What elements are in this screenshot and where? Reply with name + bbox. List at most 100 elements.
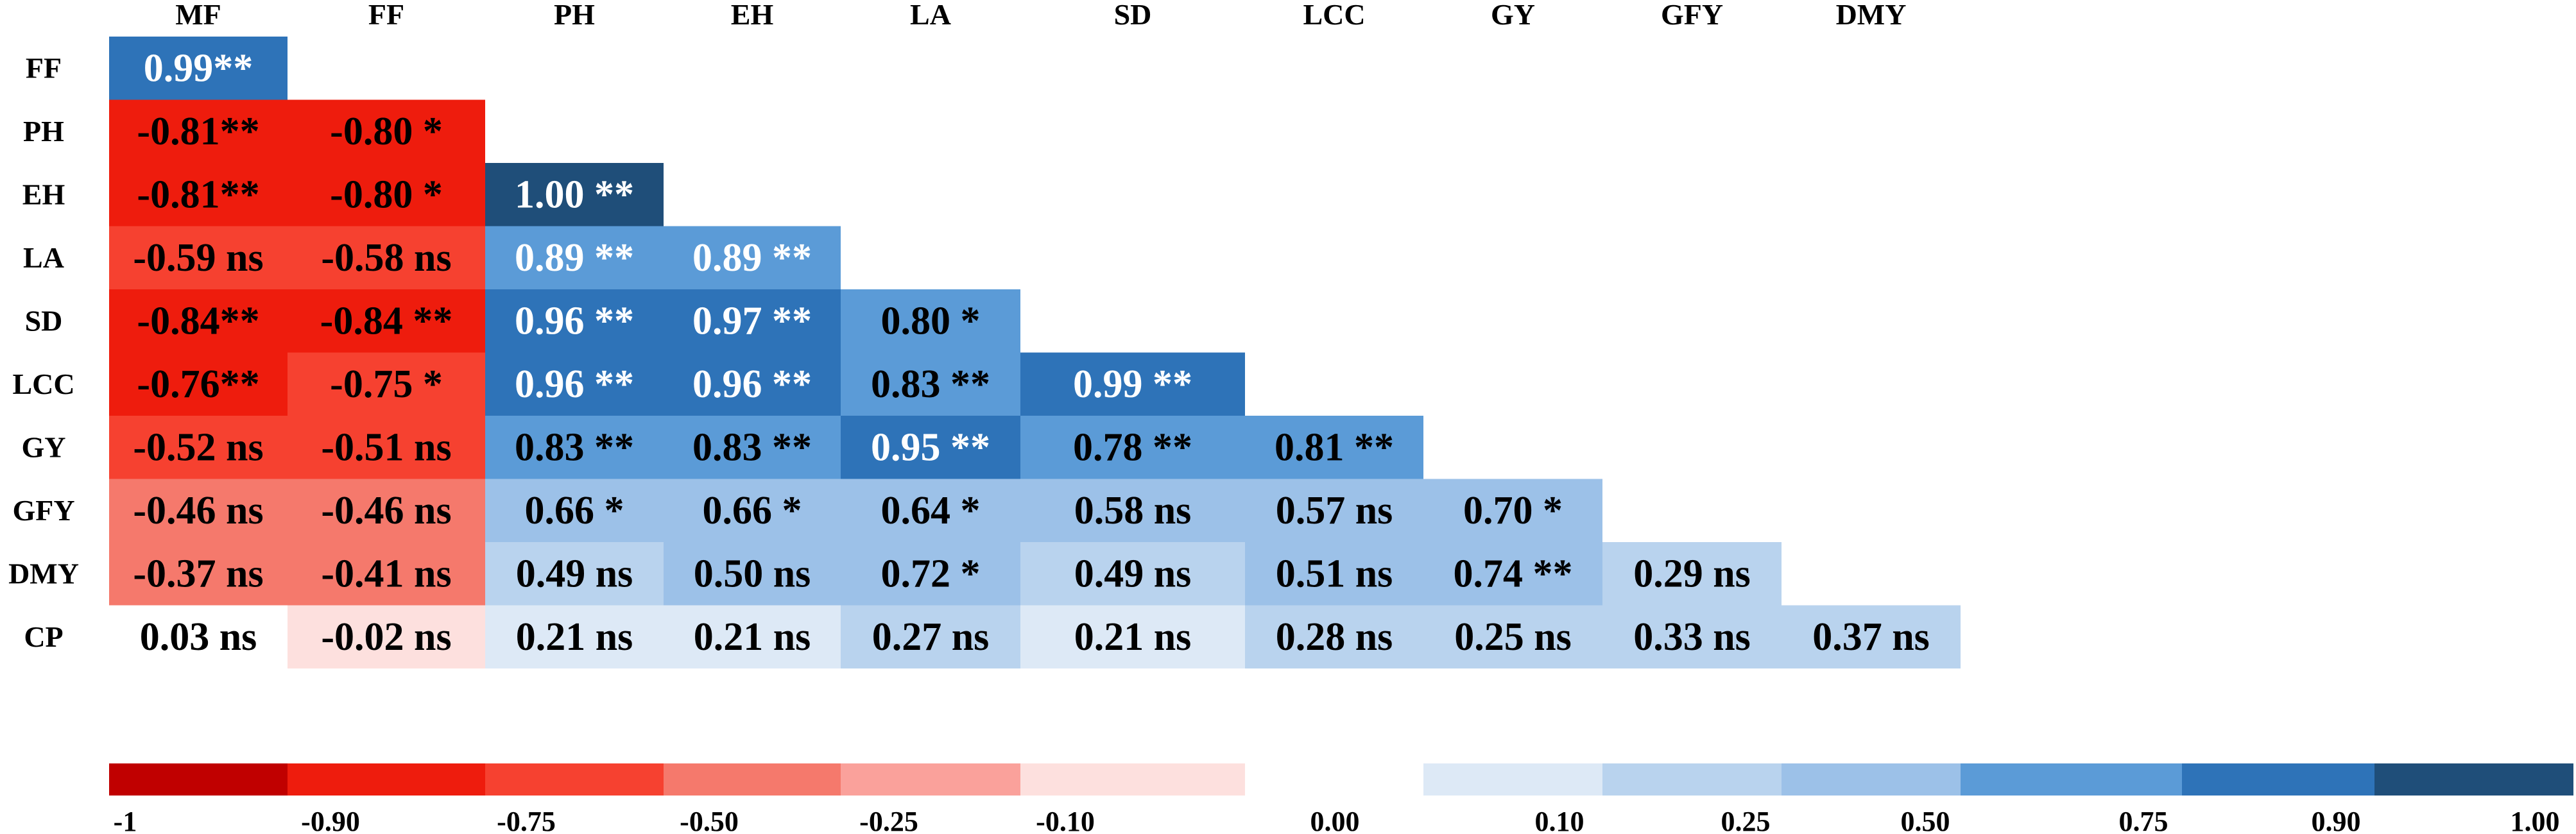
heatmap-cell xyxy=(1423,605,1602,668)
legend-swatch xyxy=(1782,763,1961,796)
heatmap-cell xyxy=(1245,479,1423,542)
column-label: LCC xyxy=(1303,0,1365,31)
row-label: GY xyxy=(22,430,66,463)
column-label: PH xyxy=(554,0,595,31)
cell-value-label: 0.49 ns xyxy=(1074,552,1192,595)
cell-value-label: -0.02 ns xyxy=(321,615,451,659)
legend-swatch xyxy=(1602,763,1782,796)
heatmap-cell xyxy=(288,289,485,353)
heatmap-cell xyxy=(1602,605,1782,668)
cell-value-label: 0.49 ns xyxy=(516,552,633,595)
legend-tick-label: 1.00 xyxy=(2511,806,2560,834)
heatmap-cell xyxy=(1423,479,1602,542)
column-label: GFY xyxy=(1661,0,1723,31)
heatmap-cell xyxy=(1020,352,1245,416)
row-label: SD xyxy=(25,304,63,337)
heatmap-cell xyxy=(1020,542,1245,606)
cell-value-label: 0.37 ns xyxy=(1812,615,1930,659)
column-label: EH xyxy=(731,0,774,31)
heatmap-cell xyxy=(664,605,841,668)
cell-value-label: -0.46 ns xyxy=(321,489,451,532)
cell-value-label: -0.51 ns xyxy=(321,425,451,469)
legend-swatch xyxy=(1020,763,1245,796)
cell-value-label: -0.80 * xyxy=(330,110,443,153)
heatmap-cell xyxy=(288,99,485,163)
cell-value-label: 1.00 ** xyxy=(515,173,634,216)
legend-tick-label: -0.75 xyxy=(497,806,556,834)
heatmap-cell xyxy=(1245,542,1423,606)
cell-value-label: 0.21 ns xyxy=(516,615,633,659)
legend-swatch xyxy=(841,763,1020,796)
cell-value-label: 0.64 * xyxy=(881,489,981,532)
legend-tick-label: -0.25 xyxy=(859,806,918,834)
heatmap-cell xyxy=(485,479,664,542)
legend-tick-label: 0.10 xyxy=(1535,806,1584,834)
cell-value-label: 0.74 ** xyxy=(1454,552,1573,595)
cell-value-label: -0.81** xyxy=(137,173,259,216)
column-label: GY xyxy=(1491,0,1535,31)
cell-value-label: 0.89 ** xyxy=(515,236,634,280)
heatmap-cell xyxy=(1020,416,1245,479)
heatmap-cell xyxy=(1245,605,1423,668)
heatmap-cell xyxy=(485,352,664,416)
legend-swatch xyxy=(485,763,664,796)
column-label: SD xyxy=(1114,0,1152,31)
legend-tick-label: -0.50 xyxy=(680,806,739,834)
heatmap-cell xyxy=(841,542,1020,606)
heatmap-cell xyxy=(1020,479,1245,542)
cell-value-label: 0.81 ** xyxy=(1275,425,1394,469)
cell-value-label: 0.99** xyxy=(144,46,253,90)
cell-value-label: 0.80 * xyxy=(881,299,981,343)
cell-value-label: 0.96 ** xyxy=(515,299,634,343)
cell-value-label: 0.57 ns xyxy=(1276,489,1393,532)
cell-value-label: 0.21 ns xyxy=(694,615,811,659)
heatmap-cell xyxy=(485,226,664,289)
heatmap-cell xyxy=(841,479,1020,542)
cell-value-label: 0.96 ** xyxy=(515,362,634,406)
legend-swatch xyxy=(109,763,288,796)
heatmap-cell xyxy=(1245,416,1423,479)
cell-value-label: 0.83 ** xyxy=(515,425,634,469)
heatmap-cell xyxy=(109,226,288,289)
legend-tick-label: -0.90 xyxy=(301,806,360,834)
cell-value-label: -0.75 * xyxy=(330,362,443,406)
heatmap-cell xyxy=(288,226,485,289)
row-label: LA xyxy=(23,241,64,274)
cell-value-label: 0.70 * xyxy=(1463,489,1563,532)
heatmap-cell xyxy=(664,416,841,479)
heatmap-cell xyxy=(841,416,1020,479)
row-label: PH xyxy=(23,115,64,148)
cell-value-label: 0.72 * xyxy=(881,552,981,595)
heatmap-cell xyxy=(109,416,288,479)
heatmap-cell xyxy=(664,542,841,606)
legend-tick-label: -1 xyxy=(114,806,137,834)
cell-value-label: 0.27 ns xyxy=(872,615,990,659)
heatmap-cell xyxy=(288,163,485,226)
cell-value-label: 0.50 ns xyxy=(694,552,811,595)
heatmap-cell xyxy=(1020,605,1245,668)
cell-value-label: 0.78 ** xyxy=(1073,425,1192,469)
cell-value-label: 0.83 ** xyxy=(871,362,990,406)
heatmap-cell xyxy=(841,605,1020,668)
row-label: GFY xyxy=(12,494,74,527)
heatmap-cell xyxy=(109,163,288,226)
cell-value-label: 0.83 ** xyxy=(692,425,812,469)
cell-value-label: 0.28 ns xyxy=(1276,615,1393,659)
legend-tick-label: 0.75 xyxy=(2119,806,2168,834)
row-label: CP xyxy=(24,620,63,653)
heatmap-cell xyxy=(109,37,288,100)
row-label: DMY xyxy=(8,557,79,590)
legend-swatch xyxy=(288,763,485,796)
cell-value-label: -0.81** xyxy=(137,110,259,153)
cell-value-label: -0.46 ns xyxy=(133,489,263,532)
column-label: MF xyxy=(175,0,221,31)
legend-swatch xyxy=(1961,763,2182,796)
cell-value-label: -0.84** xyxy=(137,299,259,343)
heatmap-cell xyxy=(1602,542,1782,606)
heatmap-cell xyxy=(841,352,1020,416)
row-label: EH xyxy=(22,178,65,210)
cell-value-label: -0.80 * xyxy=(330,173,443,216)
heatmap-cell xyxy=(109,479,288,542)
heatmap-cell xyxy=(485,163,664,226)
